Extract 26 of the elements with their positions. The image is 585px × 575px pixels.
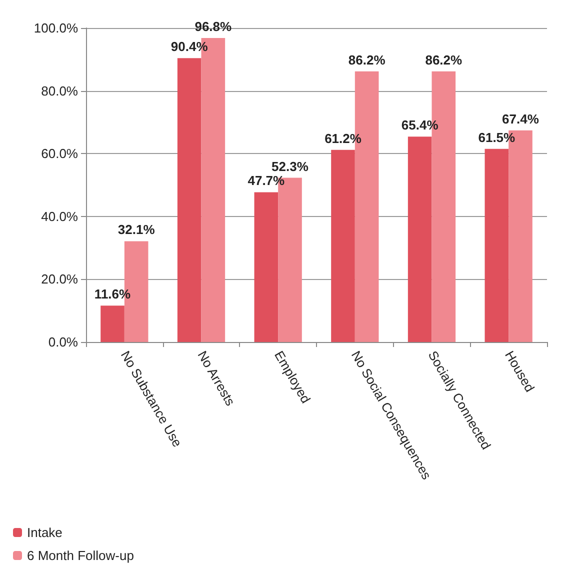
legend-label: 6 Month Follow-up (27, 548, 134, 563)
data-label: 86.2% (425, 52, 463, 68)
data-label: 61.5% (478, 130, 516, 145)
bar (100, 306, 124, 342)
legend-label: Intake (27, 525, 62, 540)
data-label: 86.2% (348, 52, 386, 68)
data-label: 96.8% (194, 19, 232, 34)
data-label: 47.7% (248, 173, 286, 188)
y-tick-label: 100.0% (34, 20, 78, 36)
data-label: 67.4% (502, 111, 540, 126)
bar (408, 136, 432, 342)
bar (484, 148, 509, 342)
y-tick-label: 0.0% (48, 334, 78, 350)
bar (177, 58, 202, 342)
y-tick-label: 80.0% (41, 83, 78, 98)
data-label: 61.2% (324, 130, 362, 146)
y-tick-label: 60.0% (41, 146, 78, 162)
y-tick-label: 40.0% (41, 208, 78, 224)
data-label: 52.3% (272, 158, 309, 174)
data-label: 65.4% (401, 118, 439, 133)
data-label: 32.1% (118, 222, 156, 238)
bar (331, 150, 355, 342)
data-label: 90.4% (170, 39, 208, 54)
bar (254, 192, 278, 342)
y-tick-label: 20.0% (41, 272, 78, 287)
data-label: 11.6% (94, 286, 132, 302)
